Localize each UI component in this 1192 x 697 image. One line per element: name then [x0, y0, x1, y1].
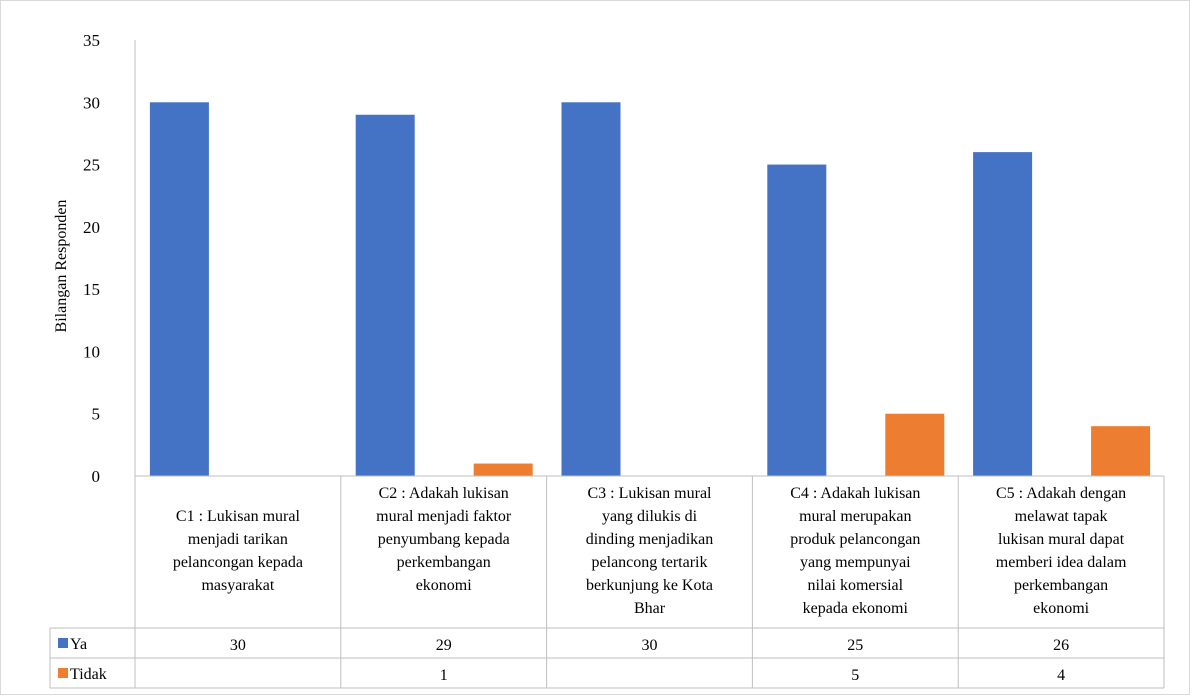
y-tick-label: 15	[83, 280, 100, 299]
table-cell-tidak: 4	[1057, 667, 1065, 684]
category-label-line: menjadi tarikan	[188, 531, 288, 548]
bar-ya-2	[355, 114, 415, 476]
table-cell-tidak: 1	[440, 667, 448, 684]
table-cell-ya: 30	[230, 637, 246, 654]
y-tick-label: 20	[83, 218, 100, 237]
category-label-line: kepada ekonomi	[803, 600, 909, 617]
category-label-line: nilai komersial	[808, 577, 904, 594]
category-label-line: dinding menjadikan	[586, 531, 714, 548]
category-label-line: C5 : Adakah dengan	[996, 485, 1126, 502]
category-label-line: berkunjung ke Kota	[586, 577, 713, 594]
category-label-line: memberi idea dalam	[996, 554, 1127, 571]
table-cell-ya: 29	[436, 637, 452, 654]
y-tick-label: 10	[83, 342, 100, 361]
y-axis-title: Bilangan Responden	[53, 200, 70, 333]
bar-ya-5	[973, 152, 1033, 476]
y-tick-label: 25	[83, 156, 100, 175]
table-cell-ya: 26	[1053, 637, 1069, 654]
category-label-line: perkembangan	[397, 554, 491, 571]
legend-label-tidak: Tidak	[70, 666, 107, 683]
category-label-line: yang mempunyai	[800, 554, 911, 571]
category-label-line: C2 : Adakah lukisan	[379, 485, 509, 502]
legend-key-ya	[58, 638, 68, 648]
category-label-line: penyumbang kepada	[378, 531, 510, 548]
category-label-line: ekonomi	[1033, 600, 1090, 617]
bar-ya-4	[767, 164, 827, 477]
category-label-line: produk pelancongan	[790, 531, 920, 548]
category-label-line: pelancong tertarik	[592, 554, 708, 571]
y-tick-label: 30	[83, 93, 100, 112]
y-tick-label: 5	[92, 405, 101, 424]
category-label-line: perkembangan	[1014, 577, 1108, 594]
table-cell-ya: 30	[642, 637, 658, 654]
category-label-line: C4 : Adakah lukisan	[790, 485, 920, 502]
category-label-line: pelancongan kepada	[173, 554, 303, 571]
legend-key-tidak	[58, 668, 68, 678]
category-label-line: C3 : Lukisan mural	[588, 485, 713, 502]
category-label-line: mural menjadi faktor	[376, 508, 512, 525]
bar-tidak-2	[473, 463, 533, 476]
category-label-line: lukisan mural dapat	[998, 531, 1125, 548]
bar-tidak-4	[885, 413, 945, 476]
category-label-line: mural merupakan	[799, 508, 911, 525]
category-label-line: ekonomi	[416, 577, 473, 594]
y-tick-label: 0	[92, 467, 101, 486]
category-label-line: masyarakat	[201, 577, 274, 594]
category-label-line: Bhar	[634, 600, 666, 617]
table-cell-tidak: 5	[851, 667, 859, 684]
category-label-line: yang dilukis di	[602, 508, 698, 525]
category-label-line: melawat tapak	[1015, 508, 1108, 525]
bar-tidak-5	[1091, 426, 1151, 476]
category-label-line: C1 : Lukisan mural	[176, 508, 301, 525]
bar-ya-1	[149, 102, 209, 477]
table-cell-ya: 25	[847, 637, 863, 654]
y-tick-label: 35	[83, 31, 100, 50]
legend-label-ya: Ya	[70, 636, 87, 653]
bar-ya-3	[561, 102, 621, 477]
